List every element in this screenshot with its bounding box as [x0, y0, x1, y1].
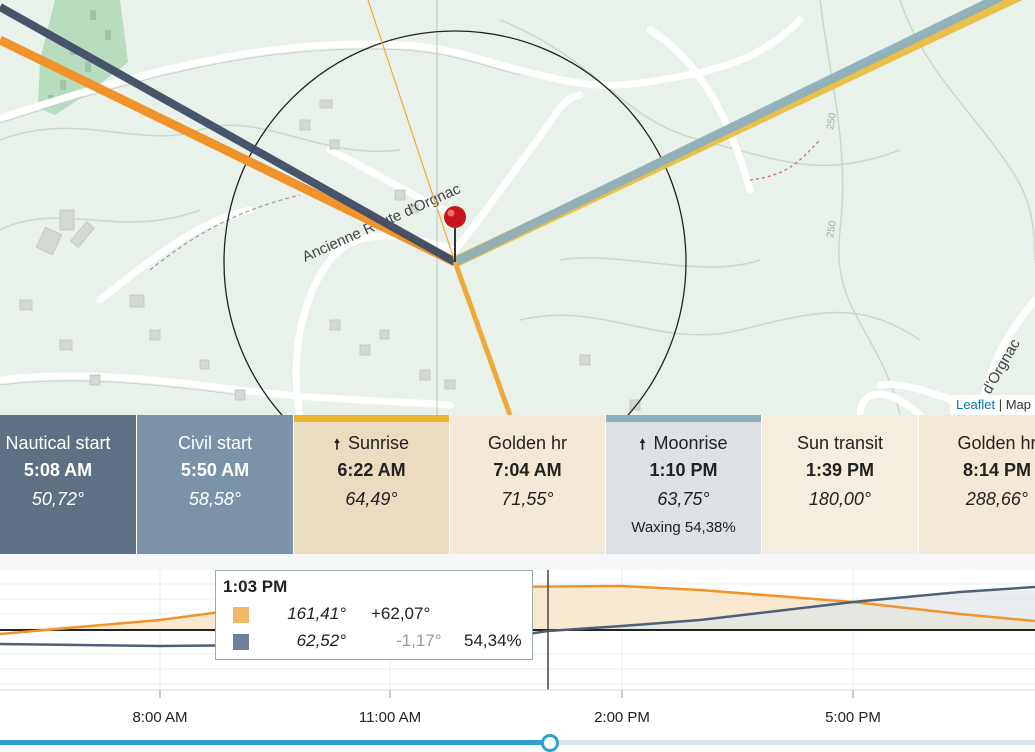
- moonrise-bar: [606, 415, 761, 422]
- buildings: [19, 99, 641, 411]
- tooltip-sun-row: 161,41° +62,07°: [216, 604, 534, 628]
- moon-swatch: [233, 634, 249, 650]
- leaflet-link[interactable]: Leaflet: [956, 397, 996, 412]
- card-sunrise[interactable]: 🠕 Sunrise 6:22 AM 64,49°: [294, 415, 450, 554]
- time-slider-fill: [0, 740, 549, 745]
- map-view[interactable]: Ancienne Route d'Orgnac d'Orgnac 250 250…: [0, 0, 1035, 415]
- moon-direction-line: [0, 3, 457, 266]
- road-outlines: [0, 48, 521, 396]
- card-golden-hour-morning[interactable]: Golden hr 7:04 AM 71,55°: [450, 415, 606, 554]
- horizon-circle: [223, 30, 687, 415]
- location-pin-icon[interactable]: [444, 206, 466, 228]
- tick-marks: [159, 690, 854, 698]
- moon-azimuth: 62,52°: [296, 631, 346, 650]
- roads: [0, 16, 1035, 415]
- tick-label: 8:00 AM: [132, 709, 187, 726]
- sun-current-line: [452, 261, 513, 415]
- path-dashed: [149, 194, 301, 271]
- card-golden-hour-evening[interactable]: Golden hr 8:14 PM 288,66°: [919, 415, 1035, 554]
- card-nautical-start[interactable]: Nautical start 5:08 AM 50,72°: [0, 415, 137, 554]
- tick-label: 2:00 PM: [594, 709, 650, 726]
- moon-illumination: 54,34%: [464, 631, 522, 650]
- card-moonrise[interactable]: 🠕 Moonrise 1:10 PM 63,75° Waxing 54,38%: [606, 415, 762, 554]
- tooltip-time: 1:03 PM: [223, 577, 288, 596]
- map-canvas[interactable]: Ancienne Route d'Orgnac d'Orgnac 250 250: [0, 0, 1035, 415]
- contour-label: 250: [825, 220, 839, 239]
- sun-transit-line: [367, 0, 456, 263]
- sunrise-bar: [294, 415, 449, 422]
- moon-altitude: -1,17°: [396, 631, 442, 650]
- card-civil-start[interactable]: Civil start 5:50 AM 58,58°: [137, 415, 294, 554]
- trail: [749, 139, 821, 181]
- sun-swatch: [233, 607, 249, 623]
- sun-azimuth: 161,41°: [287, 604, 346, 623]
- time-slider-handle[interactable]: [540, 734, 559, 752]
- contour-label: 250: [825, 112, 839, 131]
- moonrise-direction-line: [453, 0, 1005, 267]
- moon-phase: Waxing 54,38%: [631, 519, 736, 536]
- map-attribution: Leaflet | Map: [950, 395, 1035, 415]
- sun-direction-line: [0, 35, 457, 267]
- tooltip-moon-row: 62,52° -1,17° 54,34%: [216, 631, 534, 655]
- timeline-tooltip: 1:03 PM 161,41° +62,07° 62,52° -1,17° 54…: [215, 570, 533, 660]
- event-cards: Nautical start 5:08 AM 50,72° Civil star…: [0, 415, 1035, 554]
- sun-altitude: +62,07°: [371, 604, 431, 623]
- card-sun-transit[interactable]: Sun transit 1:39 PM 180,00°: [762, 415, 919, 554]
- up-arrow-icon: 🠕: [639, 436, 646, 452]
- up-arrow-icon: 🠕: [333, 436, 340, 452]
- moon-altitude-area: [0, 590, 1035, 630]
- tick-label: 11:00 AM: [359, 709, 421, 726]
- tick-label: 5:00 PM: [825, 709, 881, 726]
